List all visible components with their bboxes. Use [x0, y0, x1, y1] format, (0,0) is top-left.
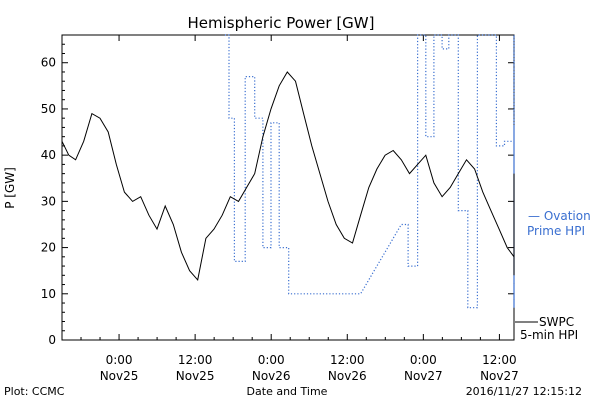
plot-frame	[61, 34, 515, 341]
legend-swpc-line1: SWPC	[539, 315, 574, 329]
y-tick-label: 30	[41, 194, 56, 208]
legend-ovation-line1: — Ovation	[528, 209, 591, 223]
x-tick-time-label: 0:00	[106, 353, 133, 367]
legend-swpc-line2: 5-min HPI	[520, 328, 578, 342]
x-tick-date-label: Nov25	[176, 369, 215, 383]
x-tick-time-label: 0:00	[258, 353, 285, 367]
y-axis-label: P [GW]	[3, 167, 17, 209]
footer-plot-credit: Plot: CCMC	[4, 385, 65, 398]
chart-title: Hemispheric Power [GW]	[188, 14, 375, 32]
x-axis-ticks: 0:00 Nov25 12:00 Nov25 0:00 Nov26 12:00 Nov26 0:…	[61, 35, 519, 383]
x-tick-time-label: 12:00	[330, 353, 365, 367]
y-tick-label: 60	[41, 56, 56, 70]
x-tick-date-label: Nov26	[328, 369, 367, 383]
y-tick-label: 10	[41, 287, 56, 301]
x-tick-time-label: 0:00	[410, 353, 437, 367]
x-tick-date-label: Nov27	[404, 369, 443, 383]
series-layer	[61, 34, 515, 309]
y-axis-ticks: 0 10 20 30 40 50 60	[41, 43, 514, 347]
y-tick-label: 20	[41, 241, 56, 255]
series-line-swpc	[61, 71, 515, 281]
series-line-ovation-prime	[224, 34, 515, 309]
x-tick-time-label: 12:00	[178, 353, 213, 367]
x-tick-date-label: Nov26	[252, 369, 291, 383]
y-tick-label: 0	[48, 333, 56, 347]
y-tick-label: 50	[41, 102, 56, 116]
footer-x-axis-label: Date and Time	[247, 385, 328, 398]
footer-timestamp: 2016/11/27 12:15:12	[466, 385, 582, 398]
x-tick-time-label: 12:00	[482, 353, 517, 367]
x-tick-date-label: Nov27	[480, 369, 519, 383]
y-tick-label: 40	[41, 148, 56, 162]
x-tick-date-label: Nov25	[100, 369, 139, 383]
legend-ovation-line2: Prime HPI	[527, 224, 585, 238]
